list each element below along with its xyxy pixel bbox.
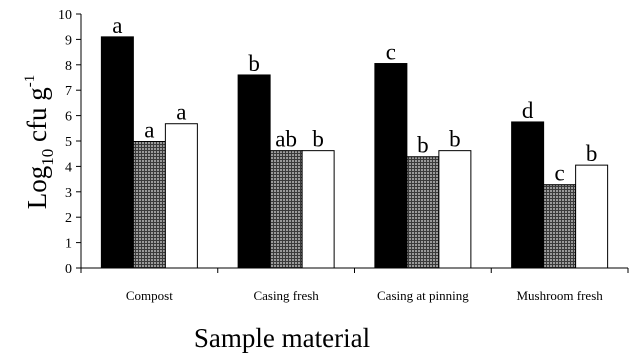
bar — [100, 36, 134, 269]
bar — [575, 164, 609, 269]
y-axis-title: Log10 cfu g-1 — [22, 75, 57, 209]
y-tick-label: 2 — [65, 211, 72, 226]
bar-label: a — [144, 118, 154, 143]
y-tick-label: 8 — [65, 59, 72, 74]
x-category-label: Compost — [126, 288, 173, 303]
bar — [406, 156, 440, 269]
x-category-label: Casing fresh — [253, 288, 319, 303]
bar-label: a — [112, 13, 122, 38]
y-tick-label: 10 — [58, 8, 72, 23]
y-tick-label: 3 — [65, 186, 72, 201]
y-tick-label: 9 — [65, 33, 72, 48]
bar — [374, 63, 408, 269]
y-tick-label: 7 — [65, 84, 72, 99]
bar-label: ab — [275, 127, 297, 152]
x-category-label: Casing at pinning — [377, 288, 469, 303]
bar-label: b — [449, 127, 461, 152]
bar — [438, 150, 472, 269]
y-tick-label: 6 — [65, 110, 72, 125]
y-axis-title-superscript: -1 — [22, 75, 38, 88]
bar-label: a — [176, 100, 186, 125]
y-axis-title-middle: cfu g — [22, 87, 52, 148]
bar — [132, 141, 166, 269]
bar — [164, 123, 198, 269]
y-axis-title-subscript: 10 — [38, 149, 57, 166]
bar-label: b — [312, 127, 324, 152]
y-tick-label: 0 — [65, 262, 72, 277]
x-category-label: Mushroom fresh — [516, 288, 603, 303]
y-tick-label: 1 — [65, 237, 72, 252]
y-tick-label: 4 — [65, 160, 72, 175]
bar — [543, 184, 577, 269]
bar — [511, 121, 545, 269]
bar-label: b — [417, 133, 429, 158]
y-axis-title-prefix: Log — [22, 166, 52, 210]
bar — [301, 150, 335, 269]
bar — [269, 150, 303, 269]
x-axis-title: Sample material — [194, 323, 370, 353]
bar-label: c — [386, 40, 396, 65]
bar-label: b — [586, 141, 598, 166]
bar-label: c — [555, 161, 565, 186]
bar-label: b — [248, 51, 260, 76]
y-tick-label: 5 — [65, 135, 72, 150]
bar — [237, 74, 271, 269]
bar-label: d — [522, 98, 534, 123]
